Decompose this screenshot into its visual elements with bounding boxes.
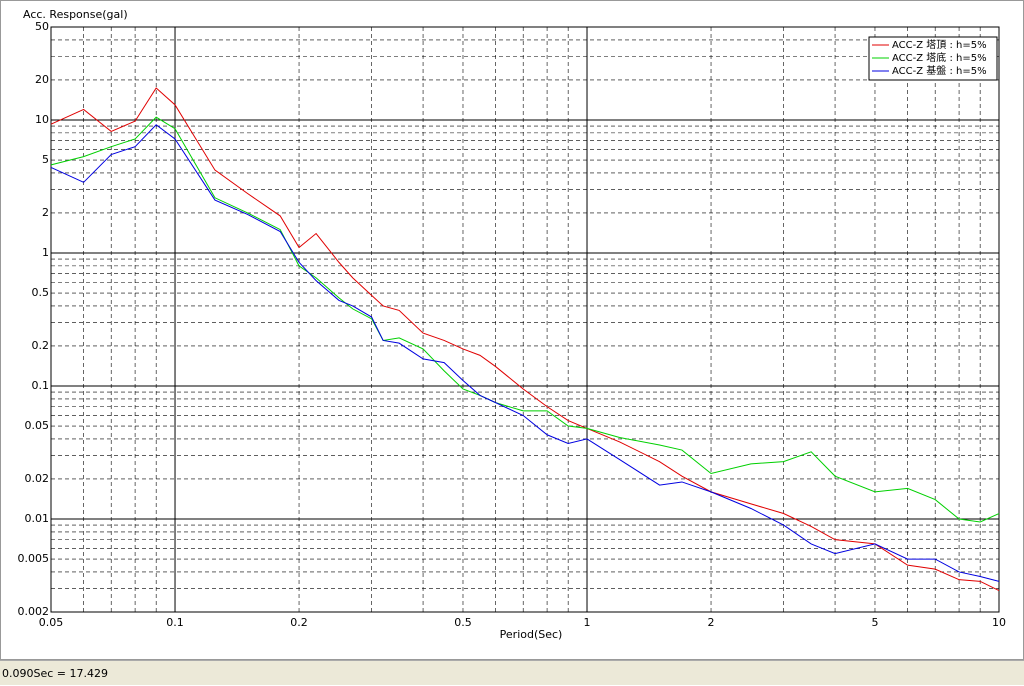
x-tick-label: 2 [708, 616, 715, 629]
x-tick-label: 10 [992, 616, 1006, 629]
chart: Acc. Response(gal) Period(Sec) 0.002 0.00… [0, 0, 1024, 660]
y-tick-label: 0.01 [25, 512, 50, 525]
y-tick-label: 2 [42, 206, 49, 219]
x-tick-label: 0.05 [39, 616, 64, 629]
x-axis-label: Period(Sec) [500, 628, 563, 641]
x-tick-label: 0.1 [166, 616, 184, 629]
y-tick-label: 0.1 [32, 379, 50, 392]
y-tick-label: 0.02 [25, 472, 50, 485]
x-tick-label: 0.5 [454, 616, 472, 629]
x-tick-label: 0.2 [290, 616, 308, 629]
series-line [50, 124, 1000, 582]
y-tick-label: 0.5 [32, 286, 50, 299]
y-tick-label: 0.05 [25, 419, 50, 432]
legend-label: ACC-Z 塔頂 : h=5% [892, 38, 987, 51]
y-axis-label: Acc. Response(gal) [23, 8, 128, 21]
plot-frame [50, 26, 1000, 613]
y-tick-label: 10 [35, 113, 49, 126]
legend-label: ACC-Z 基盤 : h=5% [892, 64, 987, 77]
x-tick-label: 1 [584, 616, 591, 629]
x-tick-label: 5 [871, 616, 878, 629]
status-bar: 0.090Sec = 17.429 [0, 660, 1024, 685]
y-tick-label: 0.005 [18, 552, 50, 565]
legend-label: ACC-Z 塔底 : h=5% [892, 51, 987, 64]
y-tick-label: 1 [42, 246, 49, 259]
y-tick-label: 0.2 [32, 339, 50, 352]
y-tick-label: 5 [42, 153, 49, 166]
legend-box [868, 36, 998, 81]
series-line [50, 87, 1000, 591]
series-line [50, 116, 1000, 523]
y-tick-label: 20 [35, 73, 49, 86]
y-tick-label: 0.002 [18, 605, 50, 618]
y-tick-label: 50 [35, 20, 49, 33]
